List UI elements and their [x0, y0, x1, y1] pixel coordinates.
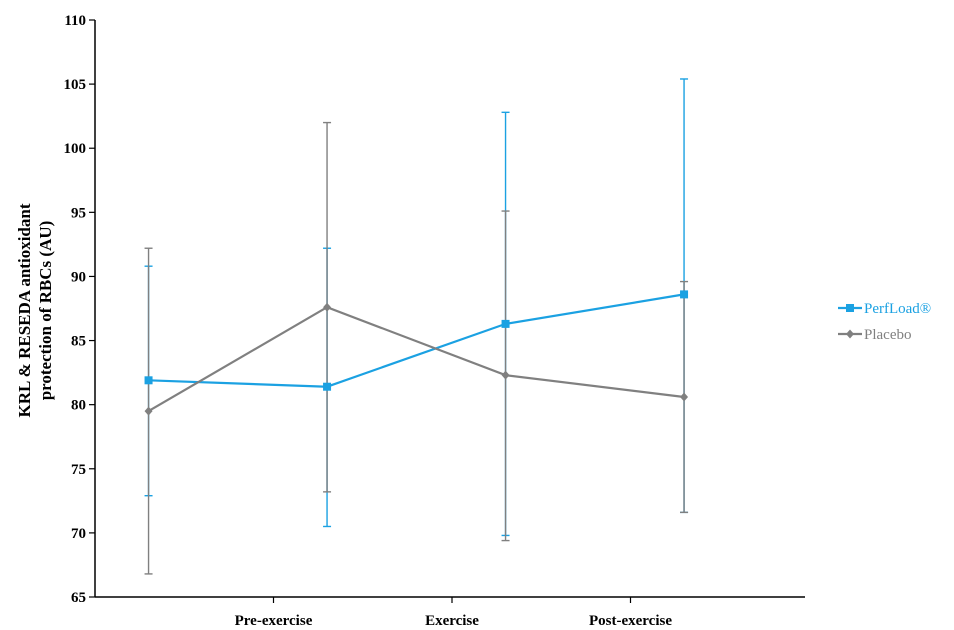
- y-axis-label: KRL & RESEDA antioxidant protection of RB…: [15, 203, 55, 417]
- x-category-label: Pre-exercise: [235, 613, 313, 629]
- y-tick-label: 80: [71, 398, 86, 414]
- y-tick-label: 90: [71, 269, 86, 285]
- series-line: [147, 306, 685, 413]
- series-markers: [144, 290, 689, 416]
- legend-marker-diamond: [846, 329, 854, 339]
- y-tick-label: 105: [64, 77, 87, 93]
- x-axis-categories: Pre-exercise Exercise Post-exercise: [235, 597, 672, 629]
- series-line: [148, 293, 685, 388]
- y-axis-label-line: protection of RBCs (AU): [36, 221, 55, 401]
- x-category-label: Post-exercise: [589, 613, 672, 629]
- y-tick-label: 70: [71, 526, 86, 542]
- data-point-square: [323, 382, 332, 391]
- y-tick-label: 75: [71, 462, 86, 478]
- data-point-square: [144, 376, 153, 385]
- y-tick-label: 85: [71, 334, 86, 350]
- data-point-diamond: [501, 370, 510, 380]
- data-point-diamond: [680, 392, 689, 402]
- y-axis-ticks: 65 70 75 80 85 90 95 100 105 110: [64, 13, 95, 606]
- data-point-square: [680, 290, 689, 299]
- x-category-label: Exercise: [425, 613, 479, 629]
- error-bars: [144, 78, 689, 575]
- series-lines: [147, 293, 685, 413]
- y-tick-label: 65: [71, 590, 86, 606]
- legend-entry-label: Placebo: [864, 327, 911, 343]
- data-point-square: [501, 319, 510, 328]
- y-tick-label: 100: [64, 141, 87, 157]
- chart-axes: [94, 20, 805, 598]
- legend-entry-label: PerfLoad®: [864, 301, 931, 317]
- legend-marker-square: [846, 304, 854, 312]
- y-tick-label: 110: [64, 13, 86, 29]
- legend: PerfLoad® Placebo: [838, 301, 931, 343]
- data-point-diamond: [323, 302, 332, 312]
- y-tick-label: 95: [71, 205, 86, 221]
- data-point-diamond: [144, 406, 153, 416]
- y-axis-label-line: KRL & RESEDA antioxidant: [15, 203, 34, 417]
